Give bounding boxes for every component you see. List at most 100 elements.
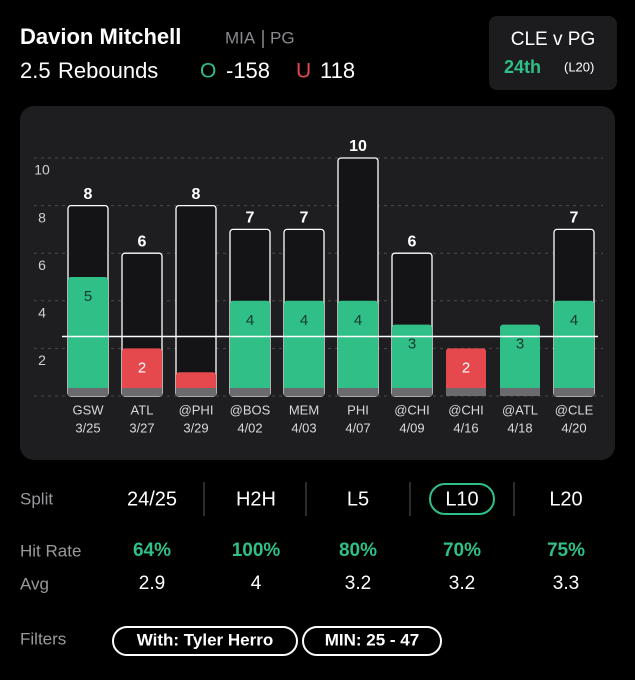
average: 4 bbox=[251, 573, 262, 594]
matchup-title: CLE v PG bbox=[511, 29, 595, 50]
x-tick-label: PHI bbox=[347, 402, 369, 417]
y-tick-label: 2 bbox=[38, 352, 46, 368]
x-tick-date: 4/20 bbox=[561, 420, 586, 435]
hit-rate: 70% bbox=[443, 540, 481, 561]
over-odds[interactable]: -158 bbox=[226, 58, 270, 83]
chart: 2 4 6 8 10 8 5 GSW 3/25 6 2 ATL 3/27 8 @PHI 3/29 7 4 @BOS 4… bbox=[34, 138, 603, 435]
x-tick-date: 4/07 bbox=[345, 420, 370, 435]
outline-label: 6 bbox=[408, 233, 417, 250]
row-label: Avg bbox=[20, 574, 49, 593]
matchup-rank: 24th bbox=[504, 57, 541, 77]
selected-pill[interactable] bbox=[429, 483, 495, 515]
outline-label: 7 bbox=[570, 210, 579, 227]
bar-label: 4 bbox=[354, 312, 362, 329]
bar-label: 2 bbox=[138, 359, 146, 376]
splits-table: Split 24/25 H2H L5 L10 L20 Hit Rate 64% 100% 80% 7… bbox=[20, 482, 585, 656]
y-tick-label: 4 bbox=[38, 305, 46, 321]
x-tick-label: ATL bbox=[131, 402, 154, 417]
row-label: Hit Rate bbox=[20, 541, 81, 560]
outline-label: 10 bbox=[349, 138, 367, 155]
average: 3.2 bbox=[345, 573, 371, 594]
bar-label: 2 bbox=[462, 359, 470, 376]
x-tick-label: GSW bbox=[72, 402, 104, 417]
hit-rate: 80% bbox=[339, 540, 377, 561]
bar-base bbox=[230, 388, 270, 396]
split-column[interactable]: 24/25 bbox=[127, 488, 177, 510]
outline-label: 8 bbox=[84, 186, 93, 203]
outline-label: 7 bbox=[246, 210, 255, 227]
x-tick-date: 4/16 bbox=[453, 420, 478, 435]
outline-label: 8 bbox=[192, 186, 201, 203]
split-column[interactable]: L5 bbox=[347, 488, 369, 510]
line-value: 2.5 bbox=[20, 58, 51, 83]
bar bbox=[500, 324, 540, 396]
bar-label: 4 bbox=[246, 312, 254, 329]
bar-label: 4 bbox=[570, 312, 578, 329]
bar-label: 3 bbox=[408, 336, 416, 353]
filter-chip-label[interactable]: MIN: 25 - 47 bbox=[325, 630, 419, 649]
average: 2.9 bbox=[139, 573, 165, 594]
team: MIA bbox=[225, 28, 256, 47]
bar-base bbox=[392, 388, 432, 396]
over-label[interactable]: O bbox=[200, 60, 216, 83]
x-tick-date: 4/18 bbox=[507, 420, 532, 435]
bar-base bbox=[338, 388, 378, 396]
x-tick-label: @CLE bbox=[555, 402, 594, 417]
split-label: Split bbox=[20, 489, 53, 508]
bar-base bbox=[446, 388, 486, 396]
x-tick-label: MEM bbox=[289, 402, 319, 417]
player-name: Davion Mitchell bbox=[20, 24, 181, 49]
x-tick-label: @PHI bbox=[179, 402, 214, 417]
matchup-box[interactable] bbox=[489, 16, 617, 90]
bar bbox=[122, 348, 162, 396]
hit-rate: 64% bbox=[133, 540, 171, 561]
x-tick-label: @BOS bbox=[230, 402, 271, 417]
outline-label: 6 bbox=[138, 233, 147, 250]
outline-bar bbox=[175, 204, 217, 397]
filter-chip-label[interactable]: With: Tyler Herro bbox=[137, 630, 274, 649]
y-tick-label: 8 bbox=[38, 209, 46, 225]
x-tick-date: 3/27 bbox=[129, 420, 154, 435]
y-tick-label: 6 bbox=[38, 257, 46, 273]
x-tick-date: 4/02 bbox=[237, 420, 262, 435]
x-tick-label: @ATL bbox=[502, 402, 538, 417]
x-tick-label: @CHI bbox=[448, 402, 484, 417]
bar-base bbox=[176, 388, 216, 396]
split-column[interactable]: H2H bbox=[236, 488, 276, 510]
bar-base bbox=[500, 388, 540, 396]
matchup-window: (L20) bbox=[564, 59, 594, 74]
under-label[interactable]: U bbox=[296, 60, 311, 83]
filters-label: Filters bbox=[20, 629, 66, 648]
bar bbox=[554, 300, 594, 396]
bar-label: 4 bbox=[300, 312, 308, 329]
hit-rate: 75% bbox=[547, 540, 585, 561]
bar-base bbox=[284, 388, 324, 396]
under-odds[interactable]: 118 bbox=[320, 58, 355, 83]
x-tick-label: @CHI bbox=[394, 402, 430, 417]
bar-base bbox=[68, 388, 108, 396]
x-tick-date: 3/29 bbox=[183, 420, 208, 435]
bar bbox=[446, 348, 486, 396]
x-tick-date: 4/03 bbox=[291, 420, 316, 435]
average: 3.3 bbox=[553, 573, 579, 594]
x-tick-date: 3/25 bbox=[75, 420, 100, 435]
hit-rate: 100% bbox=[232, 540, 281, 561]
split-column[interactable]: L20 bbox=[549, 488, 582, 510]
x-tick-date: 4/09 bbox=[399, 420, 424, 435]
stat: Rebounds bbox=[58, 58, 158, 83]
filter-chip[interactable] bbox=[302, 626, 442, 656]
bar-base bbox=[122, 388, 162, 396]
position: PG bbox=[270, 28, 295, 47]
split-column[interactable]: L10 bbox=[445, 488, 478, 510]
bar bbox=[230, 300, 270, 396]
bar-label: 5 bbox=[84, 288, 92, 305]
bar bbox=[338, 300, 378, 396]
bar bbox=[392, 324, 432, 396]
bar-base bbox=[554, 388, 594, 396]
outline-label: 7 bbox=[300, 210, 309, 227]
bar-label: 3 bbox=[516, 336, 524, 353]
bar bbox=[284, 300, 324, 396]
filter-chip[interactable] bbox=[112, 626, 298, 656]
